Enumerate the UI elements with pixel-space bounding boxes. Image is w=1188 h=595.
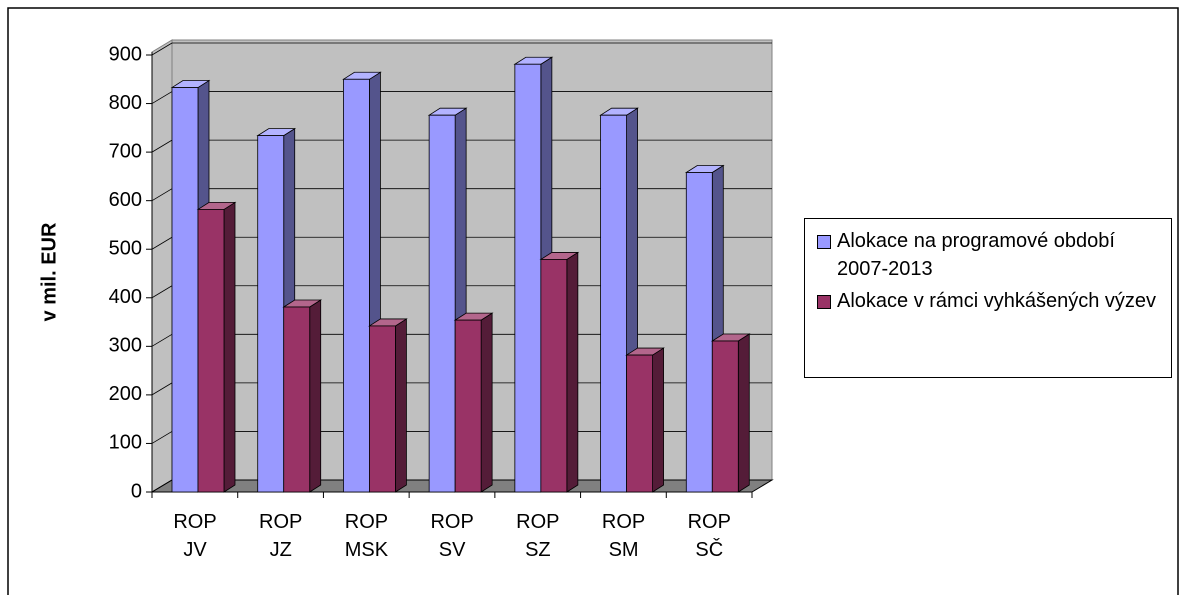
y-tick-label: 700 [109, 140, 142, 162]
bar-side [652, 347, 664, 493]
bar [197, 209, 225, 493]
grid-line-side [151, 188, 173, 202]
x-tick-label: ROP JV [173, 511, 217, 561]
legend-swatch [817, 295, 831, 309]
y-tick-label: 900 [109, 43, 142, 65]
grid-line-side [151, 479, 173, 493]
grid-line-side [151, 139, 173, 153]
bar [685, 172, 713, 493]
grid-line-side [151, 382, 173, 396]
y-tick-label: 600 [109, 189, 142, 211]
bar [171, 87, 199, 493]
legend-item: Alokace na programové období 2007-2013 [813, 227, 1163, 283]
bar [428, 114, 456, 493]
y-tick-label: 800 [109, 92, 142, 114]
x-tick-label: ROP MSK [344, 511, 389, 561]
bar-side [395, 318, 407, 493]
grid-line-side [151, 333, 173, 347]
frame [7, 7, 1179, 595]
y-tick-label: 200 [109, 383, 142, 405]
bar-side [223, 201, 236, 493]
bar-side [309, 299, 322, 493]
y-axis-label: v mil. EUR [38, 222, 60, 321]
bar-side [480, 312, 493, 493]
y-tick-label: 100 [109, 432, 142, 454]
legend-label: Alokace v rámci vyhkášených výzev [837, 290, 1157, 312]
grid-line-side [151, 91, 173, 104]
bar [343, 78, 370, 493]
x-tick-label: ROP JZ [259, 511, 303, 561]
bar [454, 319, 482, 493]
bar [600, 114, 627, 493]
legend-label: Alokace na programové období 2007-2013 [837, 230, 1115, 280]
bar [257, 135, 285, 493]
bar [514, 63, 542, 493]
y-tick-label: 400 [109, 286, 142, 308]
x-tick-label: ROP SZ [516, 511, 560, 561]
grid-line-side [151, 431, 173, 444]
x-tick-label: ROP SV [430, 511, 474, 561]
side-wall [151, 39, 173, 493]
legend-item: Alokace v rámci vyhkášených výzev [813, 287, 1163, 315]
x-tick-label: ROP SM [601, 511, 646, 561]
bar-side [566, 251, 579, 493]
grid-line-side [151, 236, 173, 250]
bar [540, 259, 568, 493]
y-tick-label: 300 [109, 335, 142, 357]
y-tick-label: 0 [131, 480, 142, 502]
grid-line-side [151, 42, 173, 56]
bar [283, 306, 311, 493]
bar [369, 325, 396, 493]
grid-line-side [151, 285, 173, 299]
legend: Alokace na programové období 2007-2013 Al… [804, 218, 1172, 378]
legend-swatch [817, 235, 831, 249]
y-tick-label: 500 [109, 238, 142, 260]
bar [711, 340, 739, 493]
bar-side [737, 333, 750, 493]
bar [626, 354, 653, 493]
x-tick-label: ROP SČ [687, 511, 731, 561]
